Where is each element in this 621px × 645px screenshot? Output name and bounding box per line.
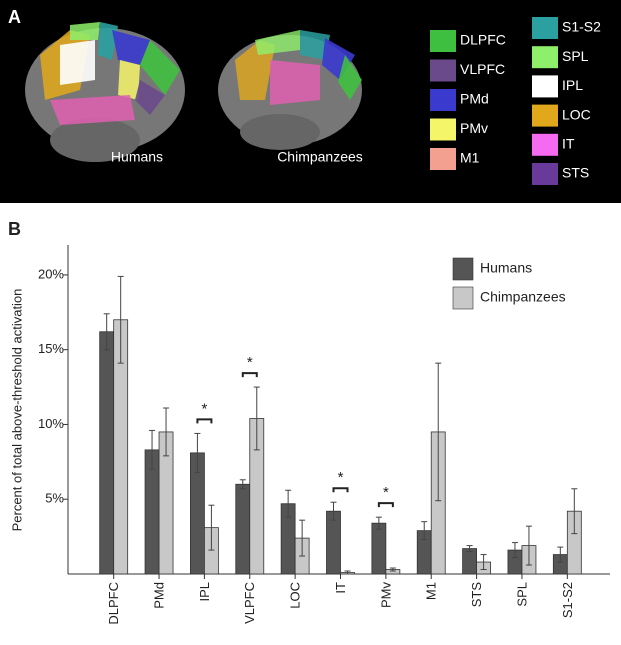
x-tick-label: PMd <box>151 582 166 609</box>
legend-label: Chimpanzees <box>480 289 566 305</box>
x-tick-label: VLPFC <box>242 582 257 624</box>
region-legend: DLPFC VLPFC PMd PMv M1 S1-S2 SPL IPL LOC IT STS <box>430 17 601 185</box>
region-swatch <box>532 46 558 69</box>
region-swatch <box>430 118 456 141</box>
region-swatch <box>430 59 456 82</box>
y-tick-label: 5% <box>45 491 64 506</box>
region-label: PMv <box>460 120 488 136</box>
x-tick-label: SPL <box>514 582 529 607</box>
x-tick-label: IPL <box>197 582 212 602</box>
significance-label: * <box>338 469 344 486</box>
bar <box>235 483 251 575</box>
region-label: LOC <box>562 106 591 122</box>
region-label: STS <box>562 165 589 181</box>
x-tick-label: M1 <box>424 582 439 600</box>
region-swatch <box>532 75 558 98</box>
legend-swatch <box>452 257 474 281</box>
significance-label: * <box>201 400 207 417</box>
panel-label: B <box>8 219 21 239</box>
significance-label: * <box>383 484 389 501</box>
region-label: S1-S2 <box>562 19 601 35</box>
significance-bracket <box>241 372 258 378</box>
brain-caption: Chimpanzees <box>277 149 363 165</box>
y-tick-label: 10% <box>38 416 64 431</box>
bar <box>462 548 477 575</box>
x-tick-label: PMv <box>378 582 393 609</box>
region-swatch <box>532 133 558 156</box>
bar <box>99 331 115 575</box>
y-axis-title: Percent of total above-threshold activat… <box>9 289 24 532</box>
legend-label: Humans <box>480 260 532 276</box>
x-tick-label: LOC <box>288 582 303 609</box>
region-label: M1 <box>460 150 480 166</box>
region-label: SPL <box>562 48 589 64</box>
region-swatch <box>532 163 558 185</box>
region-swatch <box>532 104 558 127</box>
region-label: VLPFC <box>460 61 505 77</box>
region-label: IT <box>562 136 575 152</box>
significance-bracket <box>377 502 394 508</box>
panel-label: A <box>8 7 21 27</box>
significance-bracket <box>332 487 349 493</box>
chimp-brain <box>218 30 362 150</box>
x-tick-label: DLPFC <box>106 582 121 625</box>
significance-bracket <box>196 418 213 424</box>
legend-swatch <box>452 286 474 310</box>
y-tick-label: 20% <box>38 266 64 281</box>
region-label: PMd <box>460 91 489 107</box>
bar <box>371 522 387 575</box>
x-tick-label: S1-S2 <box>560 582 575 618</box>
region-label: IPL <box>562 77 583 93</box>
region-swatch <box>532 17 558 39</box>
region-swatch <box>430 30 456 52</box>
region-swatch <box>430 89 456 111</box>
x-tick-label: STS <box>469 582 484 608</box>
brain-caption: Humans <box>111 149 163 165</box>
y-tick-label: 15% <box>38 341 64 356</box>
region-swatch <box>430 148 456 170</box>
significance-label: * <box>247 354 253 371</box>
x-tick-label: IT <box>333 582 348 594</box>
human-brain <box>25 22 185 162</box>
region-label: DLPFC <box>460 32 506 48</box>
